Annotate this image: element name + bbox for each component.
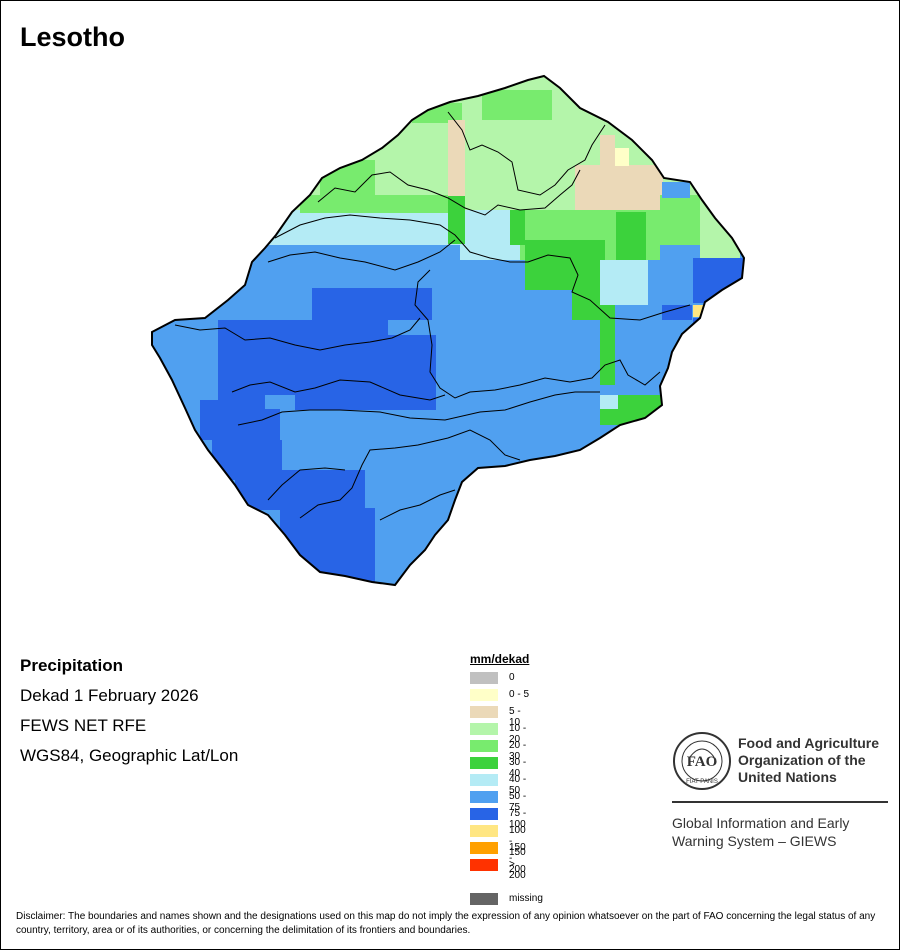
- legend-swatch: [470, 740, 498, 752]
- legend-swatch: [470, 791, 498, 803]
- map-info: Precipitation Dekad 1 February 2026 FEWS…: [20, 656, 238, 776]
- legend-label: 150 - 200: [509, 842, 526, 875]
- legend-item: 10 - 20: [470, 720, 529, 745]
- giews-line: Global Information and Early: [672, 815, 850, 831]
- legend-label: 0: [509, 672, 515, 683]
- legend-item: > 200: [470, 856, 529, 881]
- legend-item: 150 - 200: [470, 839, 529, 875]
- legend-label: 5 - 10: [509, 706, 521, 728]
- source-label: FEWS NET RFE: [20, 716, 147, 735]
- legend-label: 40 - 50: [509, 774, 527, 796]
- fao-logo-motto: FIAT PANIS: [686, 779, 718, 785]
- projection-label: WGS84, Geographic Lat/Lon: [20, 746, 239, 765]
- legend: mm/dekad 0 0 - 5 5 - 10 10 - 20 20 - 30 30 - …: [470, 652, 543, 907]
- legend-label: 10 - 20: [509, 723, 527, 745]
- fao-logo-icon: FAO FIAT PANIS: [673, 732, 731, 790]
- country-outline: [151, 74, 746, 587]
- legend-label: 75 - 100: [509, 808, 527, 830]
- fao-org-line: Food and Agriculture: [738, 735, 880, 751]
- legend-item: 40 - 50: [470, 771, 529, 796]
- legend-label: 0 - 5: [509, 689, 530, 700]
- legend-item: 5 - 10: [470, 703, 529, 728]
- legend-label: > 200: [509, 859, 526, 881]
- legend-swatch: [470, 706, 498, 718]
- fao-org-name: Food and Agriculture Organization of the…: [738, 735, 898, 786]
- fao-org-line: Organization of the: [738, 752, 866, 768]
- legend-label: missing: [509, 893, 543, 904]
- precipitation-grid: [152, 76, 744, 585]
- legend-swatch: [470, 672, 498, 684]
- fao-logo-letters: FAO: [687, 754, 718, 770]
- legend-swatch: [470, 774, 498, 786]
- legend-label: 20 - 30: [509, 740, 527, 762]
- legend-label: 30 - 40: [509, 757, 527, 779]
- legend-swatch: [470, 757, 498, 769]
- legend-item: 75 - 100: [470, 805, 529, 830]
- legend-label: 100 - 150: [509, 825, 526, 858]
- map-title: Lesotho: [20, 22, 125, 52]
- legend-item: 20 - 30: [470, 737, 529, 762]
- disclaimer: Disclaimer: The boundaries and names sho…: [16, 911, 876, 936]
- giews-label: Global Information and Early Warning Sys…: [672, 814, 888, 850]
- variable-heading: Precipitation: [20, 656, 123, 675]
- giews-line: Warning System – GIEWS: [672, 833, 837, 849]
- legend-title: mm/dekad: [470, 652, 530, 666]
- period-label: Dekad 1 February 2026: [20, 686, 199, 705]
- legend-swatch: [470, 808, 498, 820]
- legend-swatch: [470, 859, 498, 871]
- legend-swatch: [470, 689, 498, 701]
- fao-org-line: United Nations: [738, 769, 837, 785]
- legend-label: 50 - 75: [509, 791, 527, 813]
- legend-item: 100 - 150: [470, 822, 529, 858]
- legend-item-missing: missing: [470, 890, 543, 907]
- legend-swatch: [470, 842, 498, 854]
- legend-item: 30 - 40: [470, 754, 529, 779]
- legend-swatch: [470, 723, 498, 735]
- precipitation-map: [151, 74, 746, 587]
- legend-item: 50 - 75: [470, 788, 529, 813]
- legend-item: 0: [470, 669, 529, 686]
- district-boundaries: [174, 111, 691, 521]
- legend-swatch: [470, 893, 498, 905]
- fao-divider: [672, 801, 888, 803]
- legend-swatch: [470, 825, 498, 837]
- legend-item: 0 - 5: [470, 686, 529, 703]
